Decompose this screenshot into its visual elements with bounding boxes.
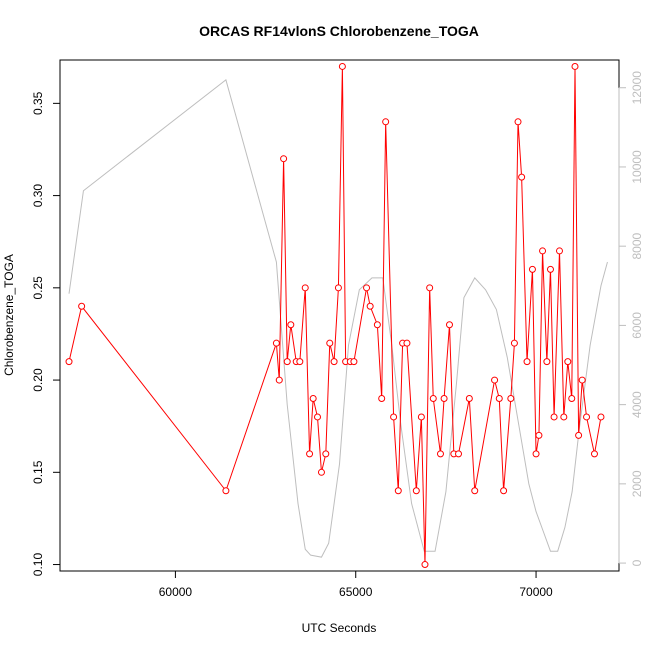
x-tick-label: 70000 xyxy=(519,585,553,599)
series-right-line xyxy=(68,78,608,558)
series-left-point xyxy=(426,284,434,292)
series-left-point xyxy=(465,395,473,403)
series-left-point xyxy=(564,358,572,366)
x-axis-label: UTC Seconds xyxy=(302,621,377,635)
series-left-point xyxy=(363,284,371,292)
y2-tick-label: 8000 xyxy=(630,233,644,260)
series-left-point xyxy=(445,321,453,329)
series-left-point xyxy=(350,358,358,366)
series-left-point xyxy=(390,413,398,421)
y-tick-label: 0.10 xyxy=(31,553,45,577)
y-tick-label: 0.30 xyxy=(31,184,45,208)
series-left-point xyxy=(575,431,583,439)
series-left-point xyxy=(514,118,522,126)
series-left-point xyxy=(326,339,334,347)
series-left-point xyxy=(382,118,390,126)
series-left-point xyxy=(296,358,304,366)
x-tick-label: 65000 xyxy=(339,585,373,599)
series-left-point xyxy=(532,450,540,458)
series-left-point xyxy=(65,358,73,366)
y-axis-left: 0.10 0.15 0.20 0.25 0.30 0.35 xyxy=(31,91,61,577)
y2-tick-label: 2000 xyxy=(630,470,644,497)
series-left-point xyxy=(560,413,568,421)
series-left-layer xyxy=(65,62,605,569)
series-left-point xyxy=(491,376,499,384)
y2-tick-label: 12000 xyxy=(630,71,644,105)
series-left-point xyxy=(455,450,463,458)
plot-frame xyxy=(59,59,620,572)
series-left-point xyxy=(272,339,280,347)
series-left-point xyxy=(366,302,374,310)
series-left-point xyxy=(578,376,586,384)
series-left-point xyxy=(417,413,425,421)
series-left-point xyxy=(535,431,543,439)
series-right-layer xyxy=(68,78,608,558)
series-left-point xyxy=(412,487,420,495)
series-left-point xyxy=(507,395,515,403)
series-left-point xyxy=(440,395,448,403)
series-left-point xyxy=(301,284,309,292)
series-left-point xyxy=(571,62,579,70)
series-left-point xyxy=(334,284,342,292)
series-left-point xyxy=(309,395,317,403)
series-left-point xyxy=(275,376,283,384)
series-left-point xyxy=(314,413,322,421)
x-axis: 60000 65000 70000 xyxy=(159,570,553,599)
series-left-point xyxy=(306,450,314,458)
series-left-point xyxy=(510,339,518,347)
y2-tick-label: 4000 xyxy=(630,391,644,418)
chart-title: ORCAS RF14vlonS Chlorobenzene_TOGA xyxy=(199,23,479,39)
series-left-point xyxy=(280,155,288,163)
series-left-point xyxy=(568,395,576,403)
series-left-point xyxy=(421,561,429,569)
series-left-point xyxy=(287,321,295,329)
series-left-point xyxy=(495,395,503,403)
series-left-point xyxy=(394,487,402,495)
y-axis-label: Chlorobenzene_TOGA xyxy=(2,254,16,376)
y-tick-label: 0.15 xyxy=(31,460,45,484)
x-tick-label: 60000 xyxy=(159,585,193,599)
series-left-point xyxy=(555,247,563,255)
series-left-point xyxy=(546,265,554,273)
series-left-point xyxy=(523,358,531,366)
y-axis-right: 0 2000 4000 6000 8000 10000 12000 xyxy=(618,71,644,566)
series-left-point xyxy=(378,395,386,403)
series-left-point xyxy=(429,395,437,403)
series-left-point xyxy=(403,339,411,347)
y2-tick-label: 10000 xyxy=(630,150,644,184)
series-left-point xyxy=(373,321,381,329)
y2-tick-label: 6000 xyxy=(630,312,644,339)
series-left-point xyxy=(222,487,230,495)
series-left-point xyxy=(330,358,338,366)
y-tick-label: 0.35 xyxy=(31,91,45,115)
series-left-point xyxy=(436,450,444,458)
series-left-point xyxy=(283,358,291,366)
series-left-point xyxy=(583,413,591,421)
series-left-point xyxy=(543,358,551,366)
series-left-point xyxy=(518,173,526,181)
series-left-point xyxy=(539,247,547,255)
y-tick-label: 0.20 xyxy=(31,368,45,392)
y-tick-label: 0.25 xyxy=(31,276,45,300)
series-left-point xyxy=(471,487,479,495)
series-left-point xyxy=(590,450,598,458)
series-left-point xyxy=(550,413,558,421)
y2-tick-label: 0 xyxy=(630,559,644,566)
series-left-point xyxy=(322,450,330,458)
series-left-point xyxy=(338,62,346,70)
series-left-point xyxy=(597,413,605,421)
series-left-point xyxy=(528,265,536,273)
series-left-point xyxy=(317,468,325,476)
series-left-line xyxy=(68,66,602,565)
series-left-point xyxy=(78,302,86,310)
series-left-point xyxy=(500,487,508,495)
